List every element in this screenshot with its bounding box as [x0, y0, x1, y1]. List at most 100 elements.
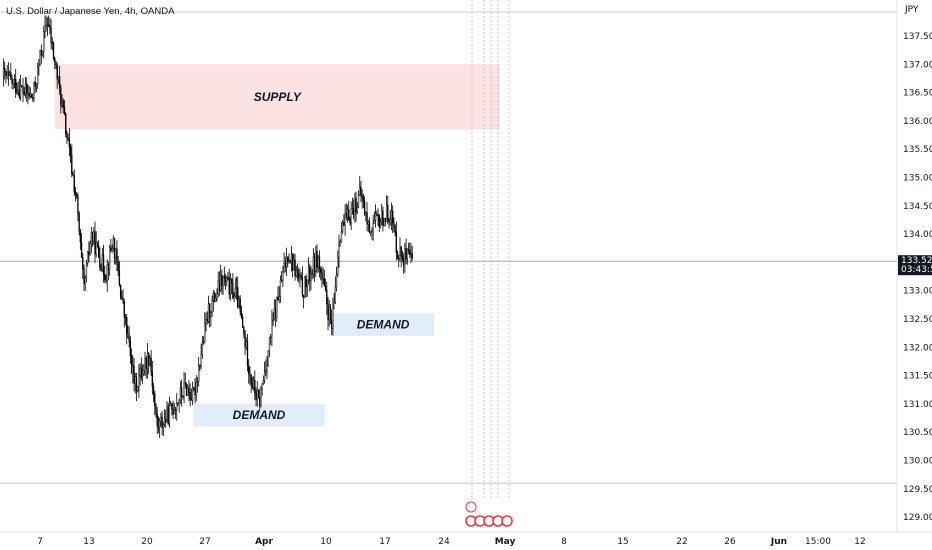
- candle-body: [41, 51, 44, 56]
- candle-body: [139, 367, 141, 376]
- candle-body: [239, 298, 241, 312]
- demand-zone[interactable]: [332, 313, 435, 336]
- candle-body: [287, 256, 289, 263]
- time-tick-label: 17: [379, 537, 390, 547]
- candle-body: [384, 218, 387, 222]
- candle-body: [409, 250, 411, 256]
- candle-body: [293, 259, 295, 271]
- candle-body: [51, 42, 53, 44]
- candle-body: [365, 212, 367, 216]
- candle-body: [127, 333, 129, 338]
- candle-body: [123, 301, 125, 318]
- candle-body: [89, 242, 91, 255]
- candle-body: [403, 258, 405, 266]
- candle-body: [300, 275, 302, 278]
- candle-body: [379, 221, 382, 228]
- candle-body: [76, 194, 78, 197]
- event-marker-icon[interactable]: [501, 515, 513, 527]
- candle-body: [190, 398, 193, 401]
- candle-body: [224, 277, 227, 282]
- time-tick-label: Jun: [770, 537, 787, 547]
- candle-body: [84, 277, 86, 285]
- price-tick-label: 130.500: [903, 428, 932, 438]
- demand-zone-label: DEMAND: [357, 318, 410, 332]
- candle-body: [46, 24, 49, 26]
- time-tick-label: 8: [561, 537, 567, 547]
- candle-body: [72, 173, 74, 176]
- candle-body: [337, 256, 339, 276]
- candle-body: [157, 425, 160, 428]
- candle-body: [69, 146, 72, 156]
- event-markers-layer[interactable]: [465, 501, 513, 527]
- candle-body: [371, 230, 373, 232]
- time-axis[interactable]: 7 13 20 27 Apr 10 17 24 May 8 15 22 26 Jun 15:00 12: [37, 537, 866, 547]
- candle-body: [368, 222, 371, 233]
- candle-body: [411, 253, 413, 259]
- candle-body: [200, 354, 202, 367]
- price-axis[interactable]: 137.500 137.000 136.500 136.000 135.500 135.0…: [903, 32, 932, 523]
- candle-body: [163, 418, 166, 425]
- candle-body: [93, 231, 95, 242]
- candle-body: [90, 232, 92, 244]
- candle-body: [317, 256, 319, 268]
- candle-body: [312, 256, 315, 275]
- candle-body: [355, 198, 357, 213]
- candle-body: [332, 308, 334, 329]
- price-tick-label: 131.500: [903, 372, 932, 382]
- candle-body: [396, 252, 399, 260]
- candle-body: [40, 50, 42, 56]
- candle-body: [213, 292, 216, 302]
- candle-body: [339, 241, 341, 246]
- candle-body: [171, 403, 173, 410]
- candle-body: [265, 369, 267, 373]
- time-tick-label: 26: [724, 537, 736, 547]
- candle-body: [12, 79, 14, 84]
- supply-zone[interactable]: [54, 64, 500, 130]
- candle-body: [194, 389, 196, 396]
- price-tick-label: 129.000: [903, 513, 932, 523]
- candle-body: [273, 308, 275, 321]
- candle-body: [144, 358, 146, 371]
- price-tick-label: 133.000: [903, 287, 932, 297]
- candle-body: [254, 379, 256, 394]
- candle-body: [390, 210, 393, 220]
- event-marker-icon[interactable]: [465, 501, 477, 513]
- candle-body: [405, 248, 407, 260]
- candle-body: [96, 241, 99, 246]
- candle-body: [315, 251, 317, 272]
- candle-body: [104, 273, 106, 280]
- candle-body: [204, 322, 206, 342]
- candle-body: [291, 254, 294, 271]
- demand-zone[interactable]: [193, 403, 325, 427]
- candle-body: [395, 231, 397, 253]
- candle-body: [151, 371, 153, 387]
- candle-body: [66, 133, 68, 139]
- candle-body: [263, 372, 266, 381]
- candle-body: [159, 420, 161, 428]
- candle-body: [188, 388, 190, 393]
- candle-body: [6, 72, 8, 76]
- candle-body: [259, 396, 261, 406]
- candle-body: [323, 278, 326, 286]
- candle-body: [276, 296, 278, 318]
- chart-title: U.S. Dollar / Japanese Yen, 4h, OANDA: [6, 6, 175, 17]
- candle-body: [401, 256, 404, 259]
- candle-body: [4, 67, 6, 72]
- candle-body: [363, 200, 366, 216]
- candle-body: [13, 78, 16, 81]
- candles-layer: [2, 15, 413, 438]
- candle-body: [94, 231, 96, 255]
- candle-body: [361, 195, 363, 198]
- candle-body: [47, 24, 50, 27]
- candle-body: [226, 277, 228, 282]
- supply-zone-label: SUPPLY: [254, 90, 302, 104]
- candle-body: [299, 275, 301, 279]
- candle-body: [74, 191, 77, 195]
- candle-body: [95, 241, 97, 255]
- candle-body: [62, 100, 64, 108]
- candle-body: [105, 279, 107, 282]
- price-tick-label: 131.000: [903, 400, 932, 410]
- candle-body: [187, 388, 189, 396]
- candle-body: [141, 373, 144, 378]
